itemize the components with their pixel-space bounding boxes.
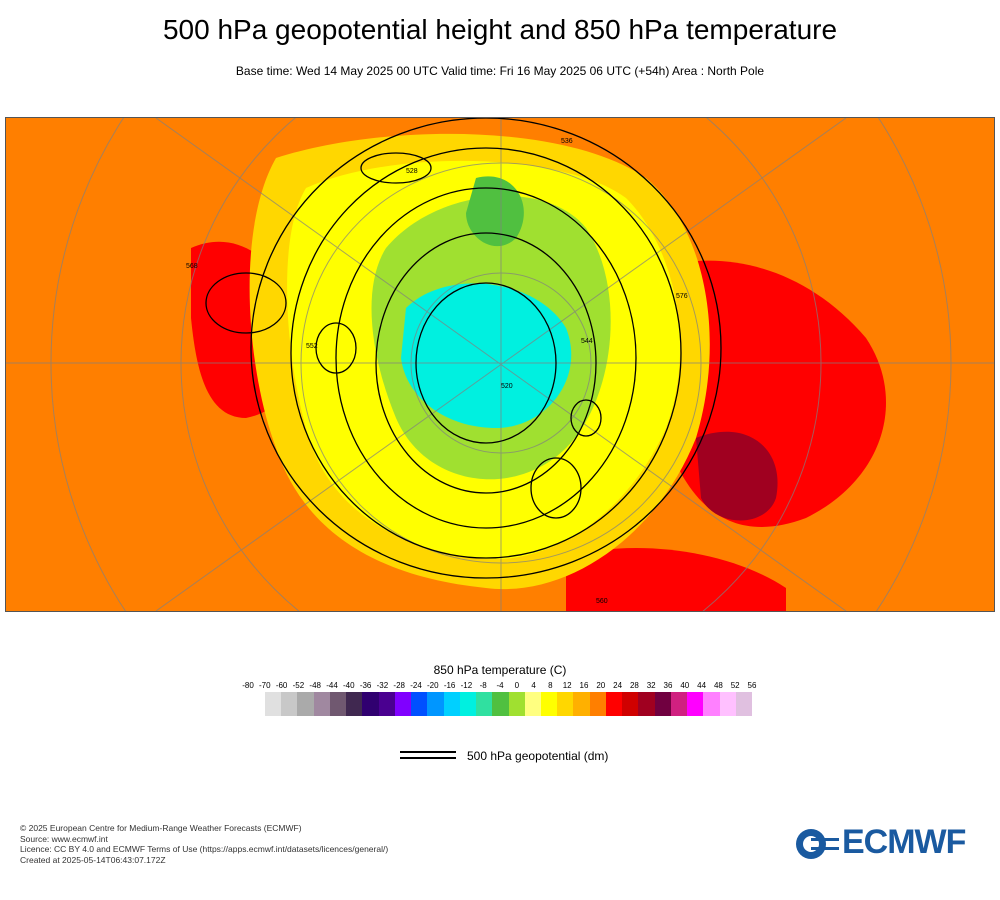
legend-tick-label: -70 xyxy=(259,681,271,690)
contour-label: 528 xyxy=(406,168,418,175)
colorbar-swatch xyxy=(670,692,688,716)
colorbar-swatch xyxy=(476,692,493,716)
cold-lobe-north xyxy=(466,176,524,247)
legend-tick-label: 12 xyxy=(562,681,572,690)
legend-tick-label: -48 xyxy=(309,681,321,690)
legend-tick-label: -16 xyxy=(443,681,456,690)
colorbar-swatch xyxy=(654,692,671,716)
legend-tick-label: 4 xyxy=(531,681,536,690)
warm-zone-south xyxy=(566,548,786,611)
legend-tick-label: -4 xyxy=(496,681,504,690)
footer-created: Created at 2025-05-14T06:43:07.172Z xyxy=(20,854,166,865)
colorbar-swatch xyxy=(524,692,541,716)
contour-label: 536 xyxy=(561,138,573,145)
contour-label: 552 xyxy=(306,343,318,350)
contour-key: 500 hPa geopotential (dm) xyxy=(400,749,700,765)
colorbar-swatch xyxy=(378,692,395,716)
colorbar-swatch xyxy=(329,692,347,716)
colorbar-swatch xyxy=(394,692,412,716)
legend-tick-label: -80 xyxy=(242,681,254,690)
map-panel[interactable]: 536 544 552 560 568 576 528 520 xyxy=(5,117,995,612)
colorbar-swatch xyxy=(687,692,704,716)
chart-title: 500 hPa geopotential height and 850 hPa … xyxy=(162,14,838,45)
contour-label: 568 xyxy=(186,263,198,270)
colorbar-swatch xyxy=(427,692,444,716)
legend-tick-label: 56 xyxy=(747,681,757,690)
colorbar-swatch xyxy=(573,692,590,716)
contour-label: 520 xyxy=(501,383,513,390)
legend-tick-label: 52 xyxy=(730,681,740,690)
contour-labels: 536 544 552 560 568 576 528 520 xyxy=(186,138,688,605)
colorbar-swatch xyxy=(297,692,314,716)
contour-key-lines xyxy=(400,751,456,761)
temperature-colorbar xyxy=(265,692,753,716)
legend-tick-label: 16 xyxy=(579,681,589,690)
colorbar-swatch xyxy=(508,692,525,716)
colorbar-swatch xyxy=(605,692,623,716)
colorbar-swatch xyxy=(492,692,509,716)
contour-label: 544 xyxy=(581,338,593,345)
footer: © 2025 European Centre for Medium-Range … xyxy=(20,823,388,865)
colorbar-swatch xyxy=(265,692,282,716)
colorbar-swatch xyxy=(557,692,574,716)
colorbar-swatch xyxy=(735,692,753,716)
legend-tick-label: -44 xyxy=(326,681,338,690)
ecmwf-logo: ECMWF xyxy=(795,823,985,864)
colorbar-swatch xyxy=(589,692,606,716)
legend-tick-label: 32 xyxy=(646,681,656,690)
colorbar-swatch xyxy=(703,692,720,716)
colorbar-swatch xyxy=(540,692,558,716)
footer-copyright: © 2025 European Centre for Medium-Range … xyxy=(20,823,302,833)
contour-label: 560 xyxy=(596,598,608,605)
cold-core xyxy=(401,283,572,428)
ecmwf-logo-text: ECMWF xyxy=(842,823,966,861)
ecmwf-logo-icon xyxy=(796,829,839,859)
colorbar-swatch xyxy=(346,692,363,716)
colorbar-swatch xyxy=(622,692,639,716)
legend-tick-label: -36 xyxy=(359,681,372,690)
legend-tick-label: -12 xyxy=(460,681,473,690)
legend-tick-label: -20 xyxy=(427,681,439,690)
legend-tick-label: 20 xyxy=(596,681,606,690)
legend-tick-label: -24 xyxy=(410,681,422,690)
legend-tick-label: 0 xyxy=(514,681,520,690)
footer-licence: Licence: CC BY 4.0 and ECMWF Terms of Us… xyxy=(20,844,389,854)
chart-subtitle: Base time: Wed 14 May 2025 00 UTC Valid … xyxy=(235,64,765,78)
legend-tick-label: -52 xyxy=(292,681,305,690)
colorbar-swatch xyxy=(459,692,477,716)
legend-tick-label: -8 xyxy=(479,681,487,690)
colorbar-swatch xyxy=(638,692,655,716)
graticule xyxy=(6,118,994,611)
colorbar-swatch xyxy=(411,692,428,716)
contour-label: 576 xyxy=(676,293,688,300)
colorbar-swatch xyxy=(313,692,330,716)
colorbar-swatch xyxy=(362,692,379,716)
legend-tick-label: 48 xyxy=(713,681,723,690)
hot-core xyxy=(696,431,778,521)
legend-title: 850 hPa temperature (C) xyxy=(433,663,567,677)
legend-tick-label: 36 xyxy=(663,681,673,690)
colorbar-swatch xyxy=(443,692,460,716)
geopotential-contours xyxy=(205,118,722,579)
colorbar-swatch xyxy=(719,692,736,716)
legend-tick-label: 28 xyxy=(629,681,639,690)
footer-source: Source: www.ecmwf.int xyxy=(20,833,108,844)
north-pole-map: 536 544 552 560 568 576 528 520 xyxy=(6,118,994,611)
legend-tick-label: -32 xyxy=(376,681,389,690)
legend-tick-label: -40 xyxy=(343,681,355,690)
legend-tick-label: 8 xyxy=(548,681,553,690)
legend-tick-labels: -80 -70 -60 -52 -48 -44 -40 -36 -32 -28 -24 -20 -16-… xyxy=(238,681,778,693)
legend-tick-label: 44 xyxy=(697,681,707,690)
legend-tick-label: 24 xyxy=(613,681,623,690)
legend-tick-label: 40 xyxy=(680,681,690,690)
legend-tick-label: -60 xyxy=(275,681,288,690)
colorbar-swatch xyxy=(281,692,298,716)
legend-tick-label: -28 xyxy=(393,681,405,690)
contour-key-label: 500 hPa geopotential (dm) xyxy=(467,749,609,763)
